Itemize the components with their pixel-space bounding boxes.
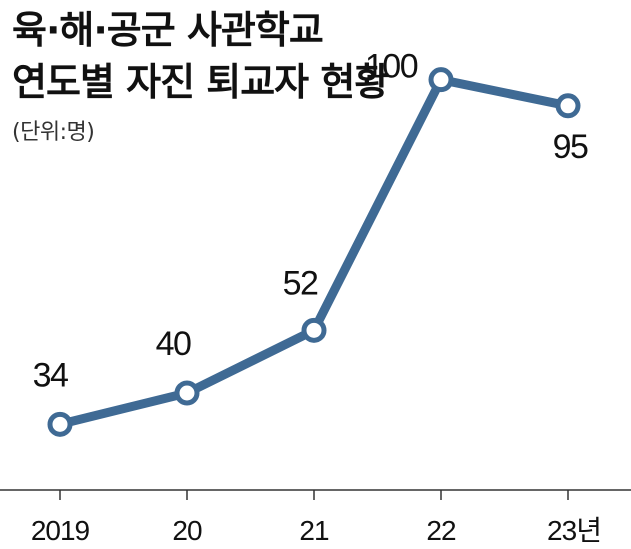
x-axis-ticks: [59, 490, 569, 500]
data-point-4: [555, 93, 581, 119]
chart-title-line-2: 연도별 자진 퇴교자 현황: [12, 60, 389, 104]
x-tick-label-1: 20: [172, 515, 202, 546]
data-label-0: 34: [33, 356, 68, 394]
x-tick-label-0: 2019: [31, 515, 90, 546]
data-label-4: 95: [553, 128, 588, 166]
x-axis-tick-labels: 2019 20 21 22 23년: [31, 515, 602, 546]
series-line: [55, 75, 573, 429]
data-labels: 34 40 52 100 95: [33, 48, 590, 395]
data-label-3: 100: [365, 48, 418, 86]
data-point-1: [174, 380, 200, 406]
data-point-0: [47, 411, 73, 437]
data-point-2: [301, 317, 327, 343]
x-tick-label-4: 23년: [547, 515, 601, 546]
data-point-3: [428, 67, 454, 93]
data-label-1: 40: [156, 325, 191, 363]
unit-label: (단위:명): [12, 120, 95, 145]
chart-title-line-1: 육·해·공군 사관학교: [12, 8, 324, 52]
data-label-2: 52: [283, 264, 318, 302]
x-tick-label-2: 21: [299, 515, 329, 546]
chart-title: 육·해·공군 사관학교 연도별 자진 퇴교자 현황: [12, 4, 389, 108]
data-points: [47, 67, 581, 437]
x-tick-label-3: 22: [426, 515, 456, 546]
